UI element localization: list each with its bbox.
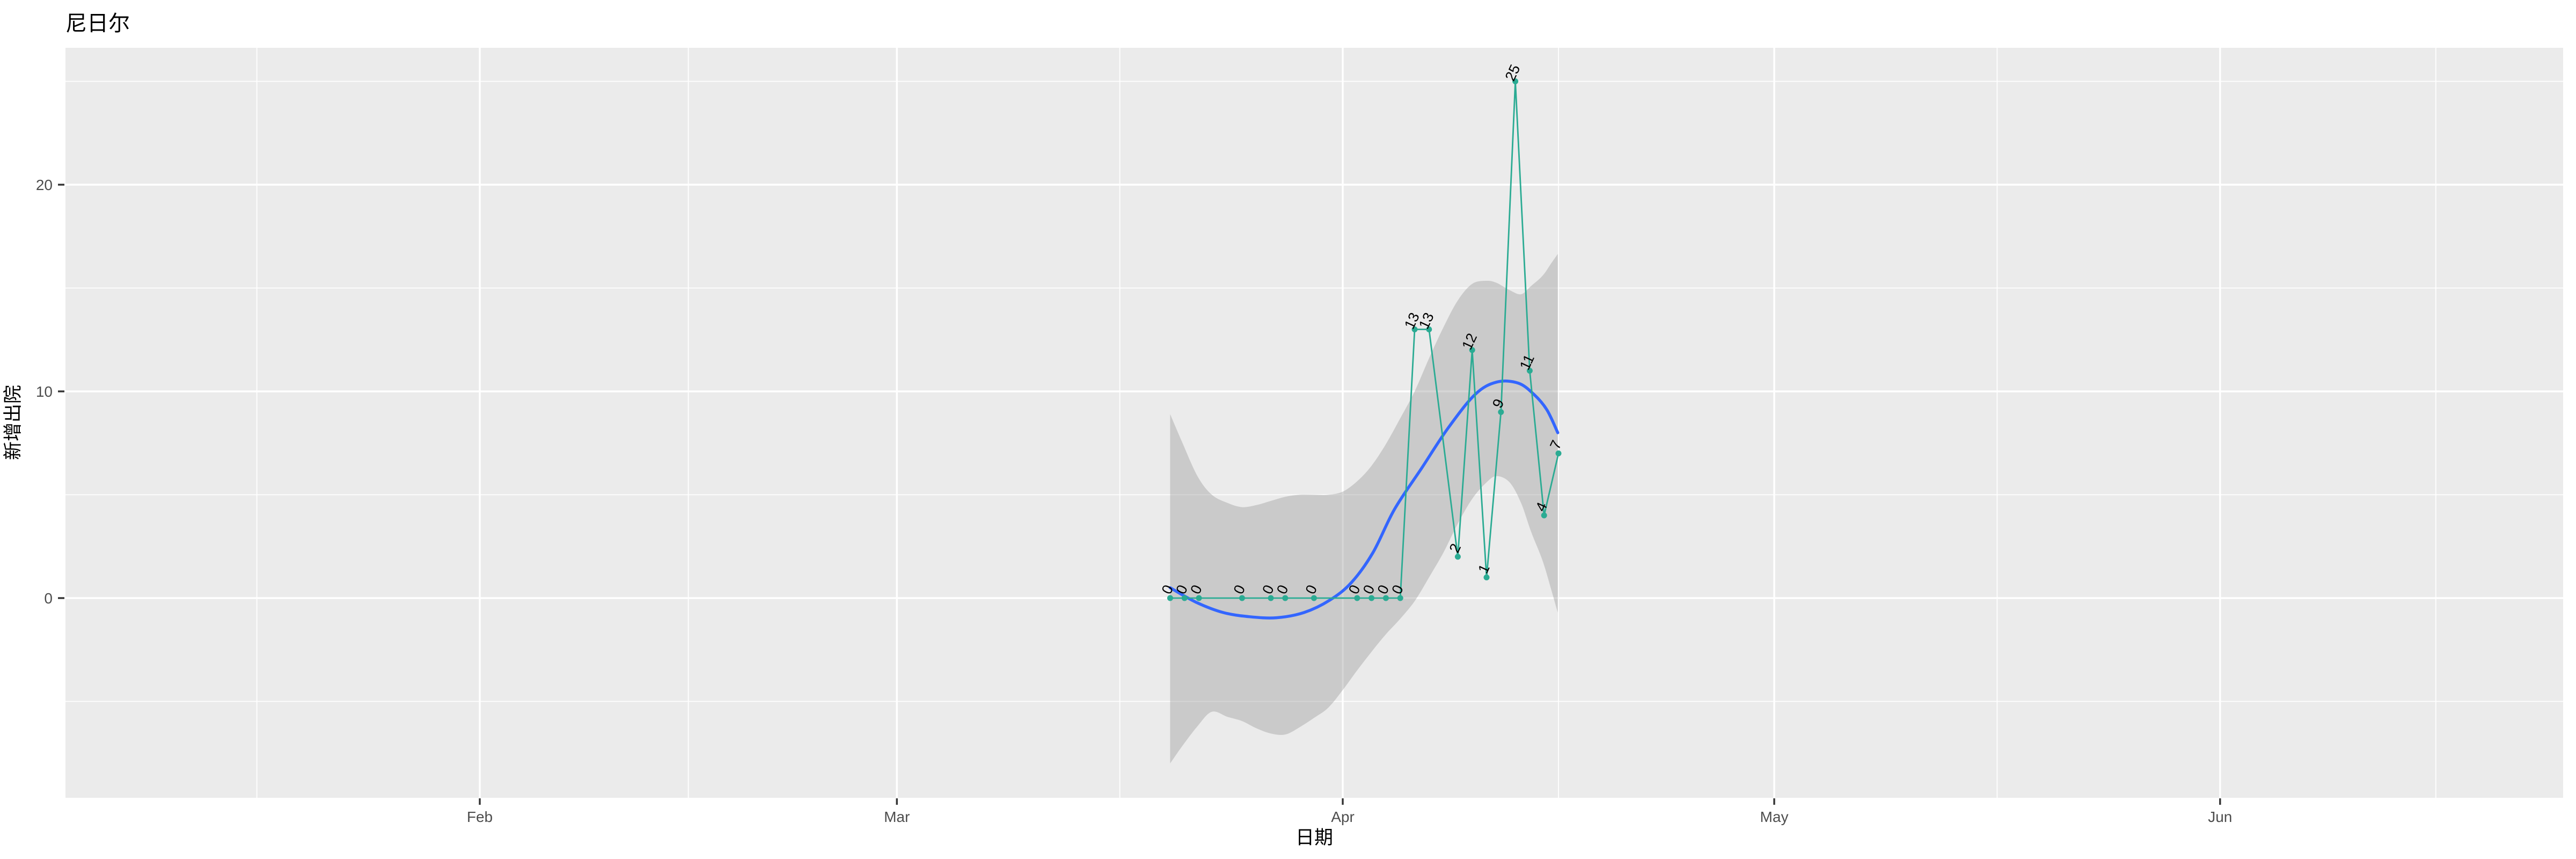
data-point: [1167, 595, 1173, 601]
gridlines-minor: [65, 48, 2563, 798]
confidence-band: [1170, 254, 1558, 763]
data-point: [1454, 554, 1461, 560]
x-tick-label: Jun: [2208, 809, 2232, 825]
x-tick-label: Feb: [467, 809, 493, 825]
x-tick-label: Apr: [1331, 809, 1355, 825]
data-point: [1368, 595, 1375, 601]
axis-tick-labels-group: Feb Mar Apr May Jun 0 10 20: [36, 177, 2233, 825]
data-point: [1382, 595, 1389, 601]
data-point: [1555, 450, 1562, 456]
data-point: [1354, 595, 1360, 601]
data-point: [1526, 368, 1533, 374]
x-tick-label: Mar: [884, 809, 910, 825]
data-point: [1498, 409, 1504, 415]
panel-background: [65, 48, 2563, 798]
data-point: [1426, 326, 1432, 332]
data-point: [1268, 595, 1274, 601]
x-axis-title: 日期: [1296, 827, 1333, 848]
data-point: [1239, 595, 1245, 601]
data-point: [1181, 595, 1188, 601]
smooth-line: [1168, 379, 1560, 620]
smooth-line-group: [1168, 379, 1560, 620]
y-axis-title: 新增出院: [3, 385, 24, 460]
data-point: [1512, 78, 1519, 84]
x-tick-label: May: [1760, 809, 1789, 825]
y-tick-label: 10: [36, 383, 53, 400]
data-points-group: [1167, 78, 1562, 601]
data-point: [1282, 595, 1289, 601]
plot-title: 尼日尔: [65, 12, 130, 35]
y-tick-label: 0: [44, 590, 53, 607]
data-point: [1483, 574, 1490, 580]
data-point: [1541, 512, 1547, 519]
data-point: [1311, 595, 1317, 601]
y-tick-label: 20: [36, 177, 53, 193]
data-point: [1469, 347, 1475, 353]
axis-ticks-group: [58, 184, 2221, 805]
confidence-band-group: [1170, 254, 1558, 763]
data-point: [1411, 326, 1418, 332]
gridlines-major: [65, 48, 2563, 798]
data-point: [1196, 595, 1202, 601]
data-point: [1397, 595, 1403, 601]
